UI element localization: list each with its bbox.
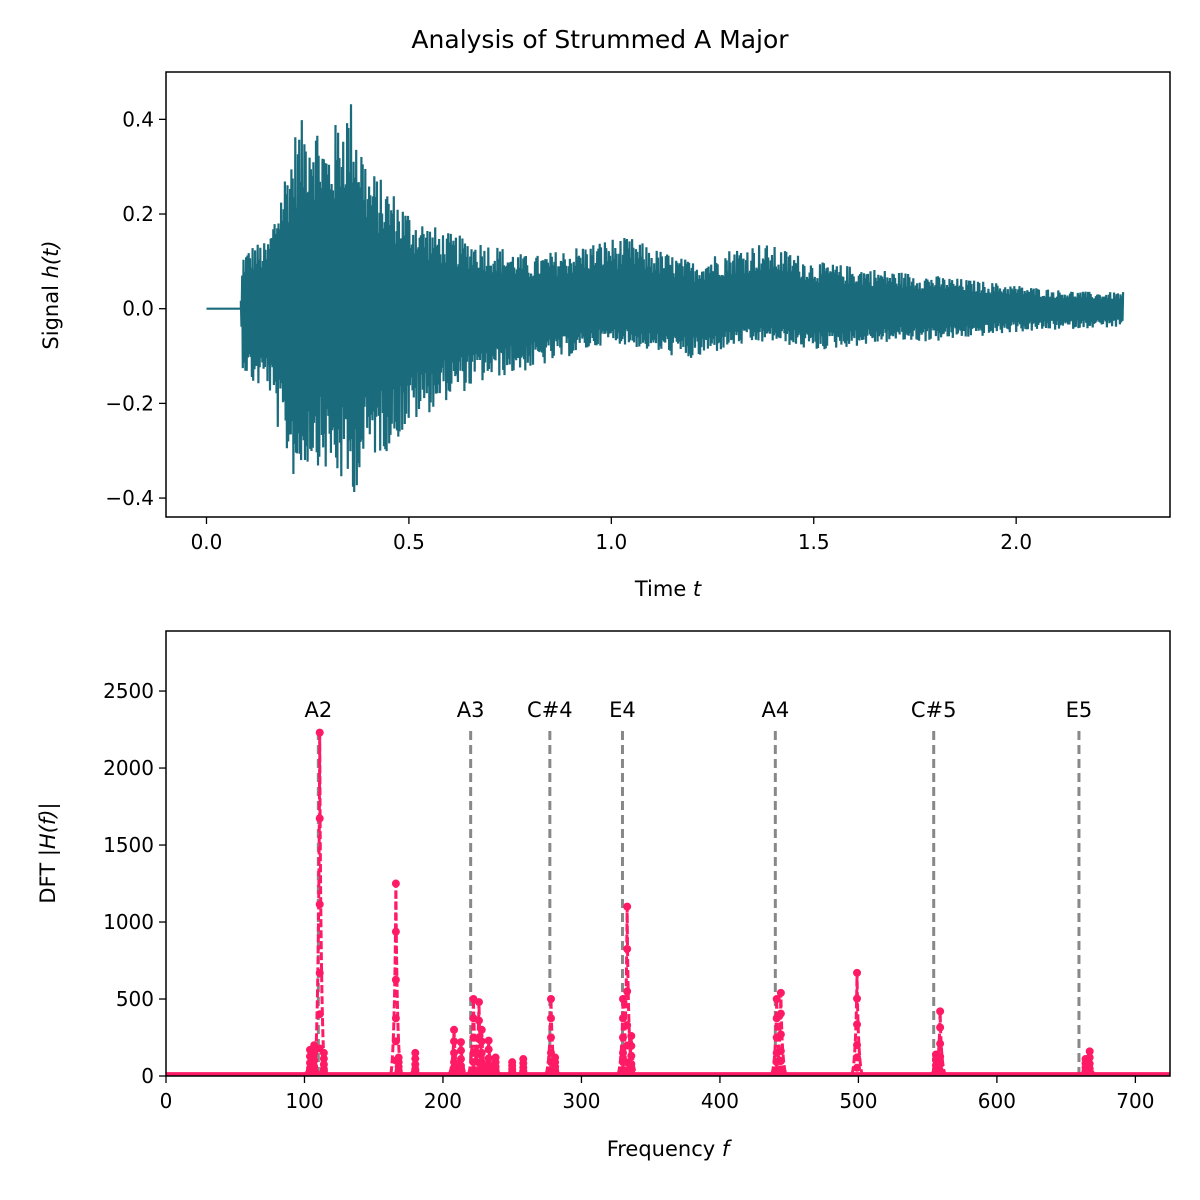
spectrum-peak bbox=[318, 1048, 330, 1076]
note-guides: A2 A3 C#4 E4 A4 C#5 E5 bbox=[304, 698, 1092, 1076]
spectrum-peak bbox=[1083, 1047, 1096, 1076]
bottom-xtick-label: 600 bbox=[978, 1089, 1016, 1113]
spectrum-peak bbox=[389, 879, 403, 1075]
note-label: C#5 bbox=[911, 698, 957, 722]
bottom-xlabel: Frequency f bbox=[607, 1137, 733, 1161]
bottom-ytick-label: 0 bbox=[141, 1064, 154, 1088]
spectrum-peak bbox=[489, 1053, 502, 1076]
bottom-ytick-label: 1500 bbox=[103, 833, 154, 857]
spectrum-peak bbox=[933, 1007, 947, 1075]
bottom-xtick-label: 100 bbox=[285, 1089, 323, 1113]
bottom-ylabel: DFT |H(f)| bbox=[36, 802, 61, 903]
figure-title: Analysis of Strummed A Major bbox=[411, 25, 789, 54]
spectrum-series bbox=[166, 728, 1170, 1076]
spectrum-peak bbox=[447, 1025, 461, 1076]
spectrum-peak bbox=[774, 988, 788, 1075]
top-ytick-label: 0.0 bbox=[122, 297, 154, 321]
spectrum-peak bbox=[454, 1038, 468, 1076]
spectrum-peak bbox=[549, 1053, 561, 1076]
top-xtick-label: 0.5 bbox=[393, 530, 425, 554]
top-ticks: 0.0 0.5 1.0 1.5 2.0 −0.4 −0.2 0.0 0.2 0.4 bbox=[105, 107, 1032, 554]
top-xtick-label: 1.0 bbox=[595, 530, 627, 554]
bottom-xtick-label: 0 bbox=[160, 1089, 173, 1113]
bottom-ticks: 0 100 200 300 400 500 600 700 0 500 1000 1500 2000 25… bbox=[103, 679, 1154, 1113]
spectrum-peak bbox=[506, 1058, 518, 1076]
bottom-xtick-label: 400 bbox=[701, 1089, 739, 1113]
note-label: A2 bbox=[304, 698, 332, 722]
top-ylabel: Signal h(t) bbox=[39, 240, 63, 349]
top-xtick-label: 0.0 bbox=[191, 530, 223, 554]
bottom-xtick-label: 700 bbox=[1116, 1089, 1154, 1113]
spectrum-peak bbox=[393, 1053, 405, 1076]
spectrum-peak bbox=[409, 1048, 422, 1076]
top-ytick-label: 0.2 bbox=[122, 202, 154, 226]
top-ytick-label: −0.4 bbox=[105, 486, 154, 510]
note-label: C#4 bbox=[527, 698, 573, 722]
bottom-xtick-label: 300 bbox=[562, 1089, 600, 1113]
spectrum-peak bbox=[313, 728, 327, 1075]
bottom-ytick-label: 500 bbox=[116, 987, 154, 1011]
bottom-ytick-label: 2500 bbox=[103, 679, 154, 703]
top-ytick-label: −0.2 bbox=[105, 391, 154, 415]
time-panel: 0.0 0.5 1.0 1.5 2.0−0.4−0.20.00.20.4 Time t … bbox=[39, 71, 1171, 601]
spectrum-peak bbox=[850, 968, 864, 1075]
note-label: E5 bbox=[1066, 698, 1093, 722]
top-axes-frame bbox=[165, 71, 1171, 518]
signal-waveform bbox=[206, 104, 1125, 493]
spectrum-peak bbox=[475, 1025, 489, 1076]
top-xtick-label: 1.5 bbox=[798, 530, 830, 554]
bottom-ytick-label: 1000 bbox=[103, 910, 154, 934]
top-xlabel: Time t bbox=[634, 577, 702, 601]
spectrum-panel: 0 100 200 300 400 500 600 700 0 500 1000 1500 2000 25… bbox=[36, 630, 1171, 1161]
note-label: A4 bbox=[761, 698, 789, 722]
bottom-xtick-label: 500 bbox=[839, 1089, 877, 1113]
spectrum-peak bbox=[517, 1055, 529, 1076]
bottom-xtick-label: 200 bbox=[424, 1089, 462, 1113]
bottom-ytick-label: 2000 bbox=[103, 756, 154, 780]
note-label: E4 bbox=[609, 698, 636, 722]
bottom-axes-frame bbox=[165, 630, 1171, 1077]
spectrum-peak bbox=[625, 1031, 638, 1076]
top-ytick-label: 0.4 bbox=[122, 107, 154, 131]
note-label: A3 bbox=[457, 698, 485, 722]
top-xtick-label: 2.0 bbox=[1000, 530, 1032, 554]
